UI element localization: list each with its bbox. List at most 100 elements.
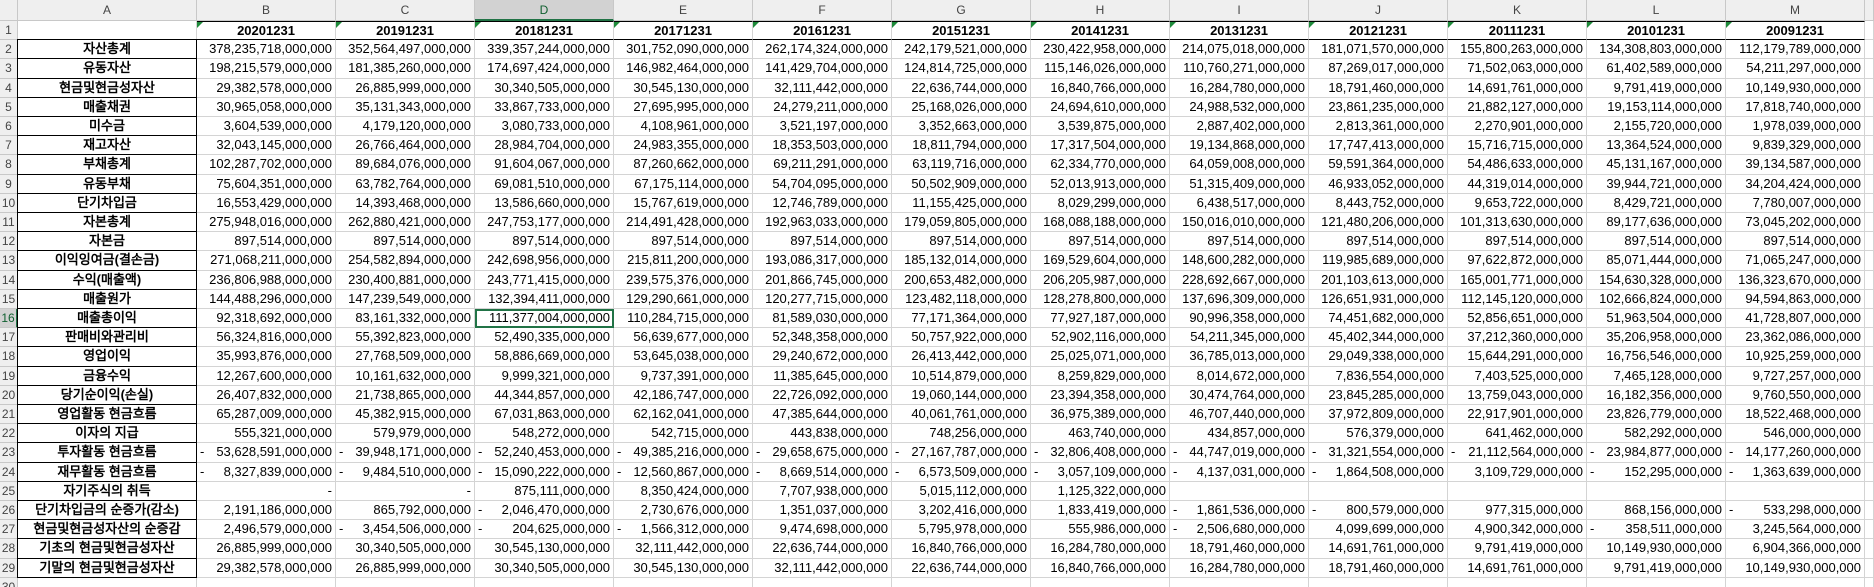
column-header[interactable]: D (475, 0, 614, 21)
value-cell[interactable]: 17,317,504,000,000 (1031, 136, 1170, 156)
value-cell[interactable]: 4,108,961,000,000 (614, 117, 753, 137)
value-cell[interactable]: 128,278,800,000,000 (1031, 289, 1170, 309)
value-cell[interactable]: 555,986,000,000 (1031, 520, 1170, 540)
row-label-cell[interactable]: 당기순이익(손실) (17, 384, 197, 405)
value-cell[interactable]: 77,171,364,000,000 (892, 309, 1031, 329)
value-cell[interactable]: 4,179,120,000,000 (336, 117, 475, 137)
value-cell[interactable]: 897,514,000,000 (336, 232, 475, 252)
value-cell[interactable]: 30,545,130,000,000 (614, 78, 753, 98)
value-cell[interactable]: 206,205,987,000,000 (1031, 270, 1170, 290)
value-cell[interactable]: 26,885,999,000,000 (336, 78, 475, 98)
value-cell[interactable]: 29,382,578,000,000 (197, 558, 336, 578)
value-cell[interactable]: 10,149,930,000,000 (1726, 78, 1865, 98)
value-cell[interactable]: 897,514,000,000 (1309, 232, 1448, 252)
value-cell[interactable]: 548,272,000,000 (475, 424, 614, 444)
value-cell[interactable]: 230,422,958,000,000 (1031, 40, 1170, 60)
value-cell[interactable]: 193,086,317,000,000 (753, 251, 892, 271)
value-cell[interactable]: - 533,298,000,000 (1726, 501, 1865, 521)
row-label-cell[interactable]: 현금및현금성자산의 순증감 (17, 519, 197, 540)
value-cell[interactable]: 111,377,004,000,000 (475, 309, 614, 329)
value-cell[interactable]: 53,645,038,000,000 (614, 347, 753, 367)
value-cell[interactable]: - (197, 481, 336, 501)
value-cell[interactable]: -44,747,019,000,000 (1170, 443, 1309, 463)
value-cell[interactable]: 52,348,358,000,000 (753, 328, 892, 348)
empty-cell[interactable] (614, 577, 753, 587)
date-header-cell[interactable]: 20101231 (1587, 21, 1726, 41)
value-cell[interactable]: - 4,137,031,000,000 (1170, 462, 1309, 482)
value-cell[interactable]: 8,429,721,000,000 (1587, 193, 1726, 213)
value-cell[interactable]: 36,975,389,000,000 (1031, 405, 1170, 425)
date-header-cell[interactable]: 20161231 (753, 21, 892, 41)
value-cell[interactable]: 55,392,823,000,000 (336, 328, 475, 348)
value-cell[interactable]: 165,001,771,000,000 (1448, 270, 1587, 290)
row-label-cell[interactable]: 재무활동 현금흐름 (17, 461, 197, 482)
value-cell[interactable]: 77,927,187,000,000 (1031, 309, 1170, 329)
column-header[interactable]: A (18, 0, 197, 21)
value-cell[interactable]: 5,795,978,000,000 (892, 520, 1031, 540)
value-cell[interactable]: 85,071,444,000,000 (1587, 251, 1726, 271)
value-cell[interactable]: 15,716,715,000,000 (1448, 136, 1587, 156)
value-cell[interactable]: 10,149,930,000,000 (1726, 558, 1865, 578)
row-label-cell[interactable]: 영업활동 현금흐름 (17, 404, 197, 425)
value-cell[interactable]: 24,694,610,000,000 (1031, 97, 1170, 117)
value-cell[interactable]: - 3,454,506,000,000 (336, 520, 475, 540)
column-header[interactable]: I (1170, 0, 1309, 21)
row-label-cell[interactable]: 매출원가 (17, 288, 197, 309)
row-header[interactable]: 21 (0, 405, 18, 425)
value-cell[interactable]: 87,260,662,000,000 (614, 155, 753, 175)
value-cell[interactable]: 15,767,619,000,000 (614, 193, 753, 213)
value-cell[interactable]: 378,235,718,000,000 (197, 40, 336, 60)
value-cell[interactable]: 4,099,699,000,000 (1309, 520, 1448, 540)
value-cell[interactable]: 179,059,805,000,000 (892, 213, 1031, 233)
row-header[interactable]: 1 (0, 21, 18, 41)
value-cell[interactable]: 52,490,335,000,000 (475, 328, 614, 348)
value-cell[interactable]: 63,782,764,000,000 (336, 174, 475, 194)
value-cell[interactable]: 18,522,468,000,000 (1726, 405, 1865, 425)
empty-cell[interactable] (1448, 577, 1587, 587)
value-cell[interactable]: - 8,669,514,000,000 (753, 462, 892, 482)
value-cell[interactable]: 35,131,343,000,000 (336, 97, 475, 117)
value-cell[interactable]: -31,321,554,000,000 (1309, 443, 1448, 463)
row-label-cell[interactable]: 이자의 지급 (17, 423, 197, 444)
value-cell[interactable]: 3,539,875,000,000 (1031, 117, 1170, 137)
value-cell[interactable]: 13,586,660,000,000 (475, 193, 614, 213)
empty-cell[interactable] (892, 577, 1031, 587)
value-cell[interactable]: 26,413,442,000,000 (892, 347, 1031, 367)
value-cell[interactable]: 46,707,440,000,000 (1170, 405, 1309, 425)
column-header[interactable]: B (197, 0, 336, 21)
row-header[interactable]: 2 (0, 40, 18, 60)
value-cell[interactable]: 200,653,482,000,000 (892, 270, 1031, 290)
value-cell[interactable]: 146,982,464,000,000 (614, 59, 753, 79)
value-cell[interactable]: 115,146,026,000,000 (1031, 59, 1170, 79)
value-cell[interactable]: -32,806,408,000,000 (1031, 443, 1170, 463)
date-header-cell[interactable]: 20201231 (197, 21, 336, 41)
row-label-cell[interactable]: 기초의 현금및현금성자산 (17, 538, 197, 559)
value-cell[interactable]: 14,691,761,000,000 (1448, 78, 1587, 98)
value-cell[interactable]: -21,112,564,000,000 (1448, 443, 1587, 463)
value-cell[interactable]: 228,692,667,000,000 (1170, 270, 1309, 290)
value-cell[interactable]: 3,245,564,000,000 (1726, 520, 1865, 540)
column-header[interactable]: L (1587, 0, 1726, 21)
value-cell[interactable]: 35,206,958,000,000 (1587, 328, 1726, 348)
value-cell[interactable]: 58,886,669,000,000 (475, 347, 614, 367)
value-cell[interactable]: 37,212,360,000,000 (1448, 328, 1587, 348)
value-cell[interactable]: 22,726,092,000,000 (753, 385, 892, 405)
row-header[interactable]: 26 (0, 501, 18, 521)
value-cell[interactable]: 24,279,211,000,000 (753, 97, 892, 117)
empty-cell[interactable] (475, 577, 614, 587)
empty-cell[interactable] (1726, 481, 1865, 501)
empty-cell[interactable] (1587, 481, 1726, 501)
value-cell[interactable]: 214,075,018,000,000 (1170, 40, 1309, 60)
value-cell[interactable]: 242,698,956,000,000 (475, 251, 614, 271)
date-header-cell[interactable]: 20091231 (1726, 21, 1865, 41)
value-cell[interactable]: 9,474,698,000,000 (753, 520, 892, 540)
value-cell[interactable]: 71,502,063,000,000 (1448, 59, 1587, 79)
row-header[interactable]: 25 (0, 481, 18, 501)
value-cell[interactable]: 23,394,358,000,000 (1031, 385, 1170, 405)
date-header-cell[interactable]: 20181231 (475, 21, 614, 41)
value-cell[interactable]: 641,462,000,000 (1448, 424, 1587, 444)
row-label-cell[interactable]: 금융수익 (17, 365, 197, 386)
value-cell[interactable]: 352,564,497,000,000 (336, 40, 475, 60)
value-cell[interactable]: - 8,327,839,000,000 (197, 462, 336, 482)
column-header[interactable]: G (892, 0, 1031, 21)
